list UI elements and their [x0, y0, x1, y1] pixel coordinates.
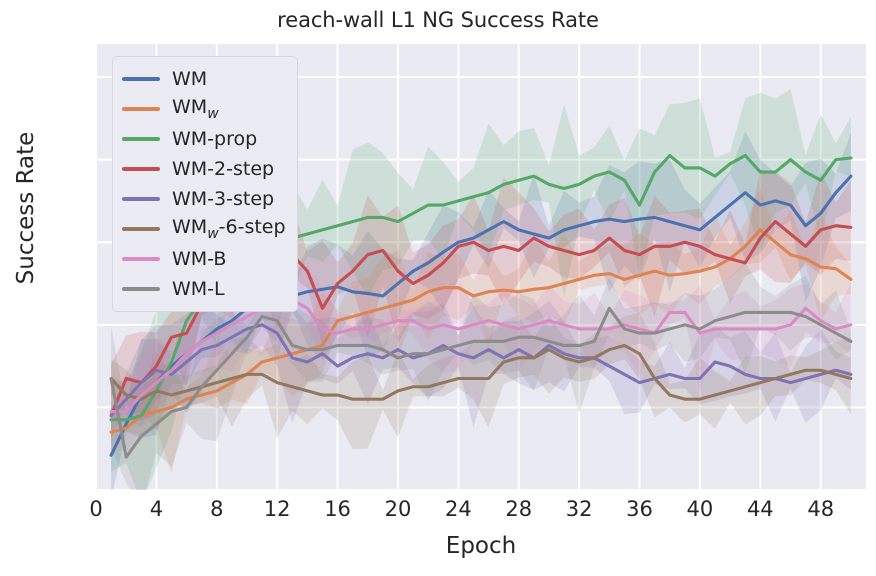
gridlines [96, 44, 866, 490]
legend-swatch-icon [122, 137, 160, 141]
x-tick-label: 20 [384, 497, 412, 521]
legend-swatch-icon [122, 197, 160, 201]
legend-item-wm-3-step[interactable]: WM-3-step [122, 184, 286, 214]
x-tick-label: 32 [565, 497, 593, 521]
x-tick-label: 48 [807, 497, 835, 521]
legend-swatch-icon [122, 107, 160, 111]
line-wm-l [109, 306, 853, 459]
legend-item-wm-prop[interactable]: WM-prop [122, 124, 286, 154]
legend-label: WMw-6-step [172, 215, 286, 242]
band-wm-w-6-step [111, 312, 851, 450]
legend-label: WM [172, 67, 208, 90]
legend-label: WM-2-step [172, 157, 275, 180]
legend-label: WM-prop [172, 127, 258, 150]
band-wm-prop [111, 89, 851, 490]
chart-title: reach-wall L1 NG Success Rate [277, 8, 599, 32]
line-wm-3-step [109, 323, 853, 418]
legend[interactable]: WM WMw WM-prop WM-2-step WM-3-step WMw-6-step… [112, 56, 298, 312]
line-wm-b [109, 298, 853, 414]
legend-item-wm-2-step[interactable]: WM-2-step [122, 154, 286, 184]
legend-swatch-icon [122, 257, 160, 261]
x-tick-label: 4 [149, 497, 164, 521]
legend-item-wm-l[interactable]: WM-L [122, 274, 286, 304]
legend-label: WM-L [172, 277, 225, 300]
x-tick-label: 24 [444, 497, 472, 521]
legend-swatch-icon [122, 167, 160, 171]
legend-swatch-icon [122, 287, 160, 291]
line-wm [109, 174, 853, 457]
legend-swatch-icon [122, 227, 160, 231]
x-tick-label: 8 [210, 497, 224, 521]
legend-item-wm-b[interactable]: WM-B [122, 244, 286, 274]
y-axis-label: Success Rate [13, 131, 39, 285]
x-tick-label: 16 [324, 497, 351, 521]
x-tick-label: 0 [89, 497, 103, 521]
line-wm-w [109, 228, 853, 434]
x-tick-label: 40 [686, 497, 714, 521]
x-tick-label: 36 [626, 497, 653, 521]
legend-item-wm-w-6-step[interactable]: WMw-6-step [122, 214, 286, 244]
band-wm-w [111, 188, 851, 473]
x-tick-label: 12 [263, 497, 291, 521]
x-axis-label: Epoch [445, 533, 517, 559]
legend-swatch-icon [122, 77, 160, 81]
legend-item-wm[interactable]: WM [122, 64, 286, 94]
plot-area: WM WMw WM-prop WM-2-step WM-3-step WMw-6-step… [96, 44, 866, 490]
line-wm-w-6-step [109, 343, 853, 401]
x-tick-label: 28 [505, 497, 533, 521]
legend-label: WM-B [172, 247, 227, 270]
x-tick-label: 44 [746, 497, 774, 521]
legend-label: WMw [172, 95, 219, 122]
legend-item-wm-w[interactable]: WMw [122, 94, 286, 124]
legend-label: WM-3-step [172, 187, 275, 210]
